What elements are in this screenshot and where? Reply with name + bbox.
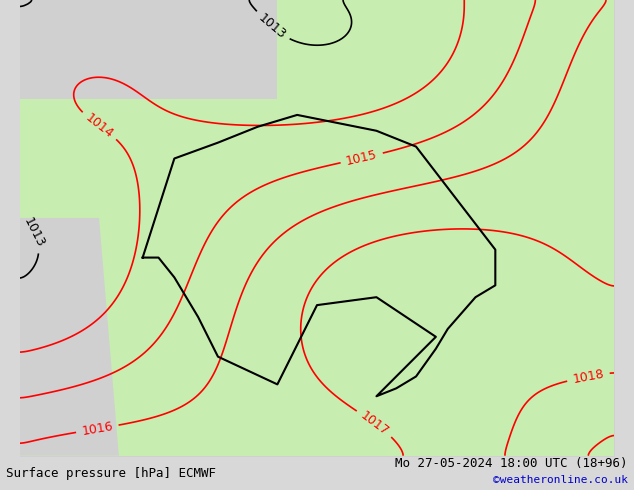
Polygon shape bbox=[20, 218, 119, 456]
Text: 1013: 1013 bbox=[256, 12, 288, 42]
Text: 1013: 1013 bbox=[22, 216, 48, 250]
Text: 1017: 1017 bbox=[358, 409, 391, 438]
Text: Mo 27-05-2024 18:00 UTC (18+96): Mo 27-05-2024 18:00 UTC (18+96) bbox=[395, 457, 628, 470]
Text: ©weatheronline.co.uk: ©weatheronline.co.uk bbox=[493, 475, 628, 485]
Text: 1016: 1016 bbox=[81, 420, 114, 438]
Polygon shape bbox=[20, 0, 614, 456]
Text: 1015: 1015 bbox=[345, 148, 378, 168]
Polygon shape bbox=[20, 0, 277, 99]
Text: 1018: 1018 bbox=[572, 368, 605, 386]
Text: 1014: 1014 bbox=[83, 111, 116, 141]
Text: Surface pressure [hPa] ECMWF: Surface pressure [hPa] ECMWF bbox=[6, 467, 216, 480]
